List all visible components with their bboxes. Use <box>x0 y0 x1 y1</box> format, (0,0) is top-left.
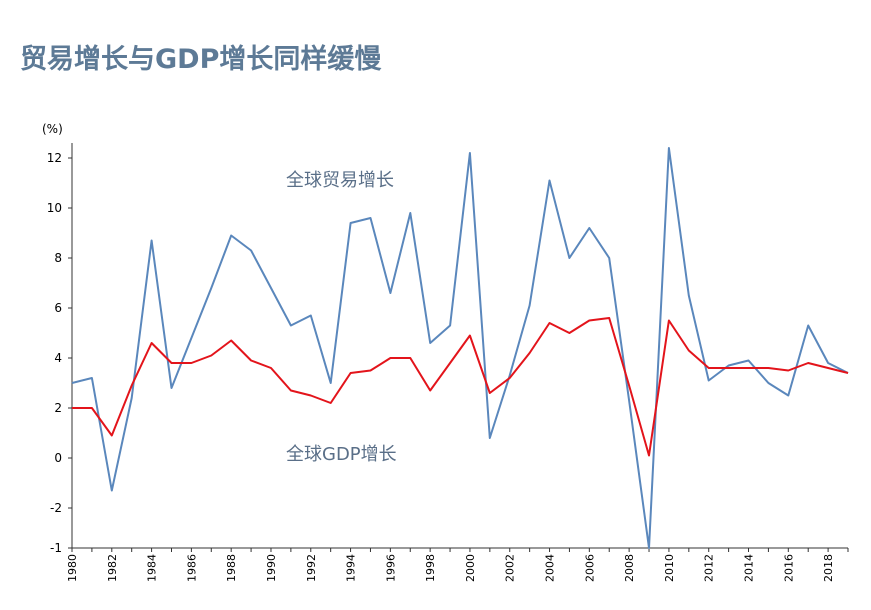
y-tick-label: 4 <box>54 351 62 365</box>
annotation: 全球GDP增长 <box>286 444 397 465</box>
y-tick-label: 8 <box>54 251 62 265</box>
x-tick-label: 1982 <box>106 554 119 582</box>
y-tick-label: 0 <box>54 451 62 465</box>
series-line <box>72 317 849 457</box>
x-tick-label: 1994 <box>345 554 358 582</box>
x-tick-label: 2014 <box>743 554 756 582</box>
x-tick-label: 2004 <box>544 554 557 582</box>
x-tick-label: 2002 <box>504 554 517 582</box>
x-tick-label: 1996 <box>384 554 397 582</box>
x-tick-label: 1980 <box>66 554 79 582</box>
x-tick-label: 1990 <box>265 554 278 582</box>
annotation: 全球贸易增长 <box>286 170 394 191</box>
y-tick-label: 10 <box>47 201 62 215</box>
x-tick-label: 1986 <box>185 554 198 582</box>
x-tick-label: 1984 <box>146 554 159 582</box>
x-tick-label: 2010 <box>663 554 676 582</box>
y-tick-label: -1 <box>50 541 62 555</box>
x-tick-label: 2006 <box>583 554 596 582</box>
y-axis-label: (%) <box>42 122 63 136</box>
y-tick-label: 2 <box>54 401 62 415</box>
x-tick-label: 2016 <box>782 554 795 582</box>
x-tick-label: 2000 <box>464 554 477 582</box>
x-tick-label: 1998 <box>424 554 437 582</box>
x-tick-label: 1992 <box>305 554 318 582</box>
x-tick-label: 2012 <box>703 554 716 582</box>
x-tick-label: 1988 <box>225 554 238 582</box>
chart-title: 贸易增长与GDP增长同样缓慢 <box>20 43 382 75</box>
x-tick-label: 2008 <box>623 554 636 582</box>
y-tick-label: 12 <box>47 151 62 165</box>
x-tick-label: 2018 <box>822 554 835 582</box>
y-tick-label: -2 <box>50 501 62 515</box>
y-tick-label: 6 <box>54 301 62 315</box>
series-line <box>71 147 849 549</box>
